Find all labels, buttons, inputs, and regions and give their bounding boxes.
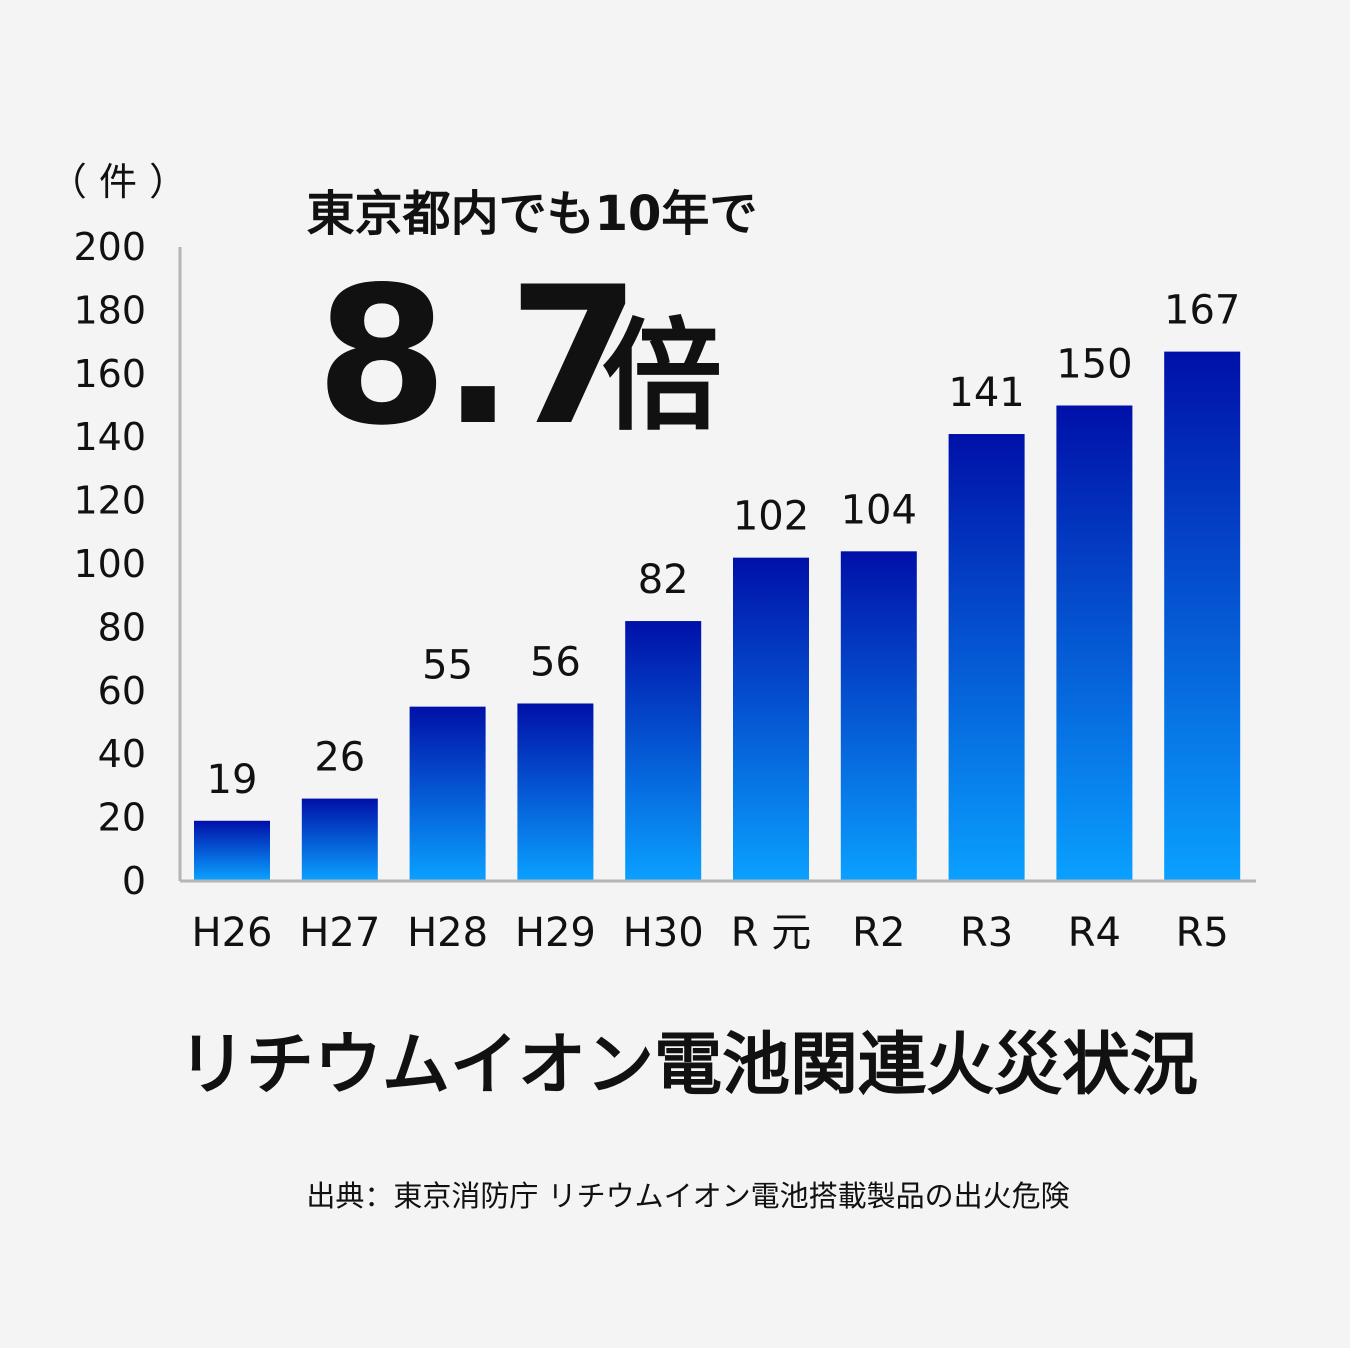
x-category-label: R4 (1068, 910, 1121, 956)
bar-value-label: 150 (1056, 342, 1132, 388)
x-category-label: H29 (515, 910, 596, 956)
y-tick-label: 180 (73, 288, 146, 332)
y-tick-label: 80 (98, 605, 146, 649)
bar (1164, 351, 1241, 880)
headline-number: 8.7 (316, 246, 635, 467)
headline-subtitle: 東京都内でも10年で (307, 186, 758, 242)
x-category-label: R3 (960, 910, 1013, 956)
bar-value-label: 19 (207, 757, 258, 803)
bar (194, 820, 270, 880)
chart-title: リチウムイオン電池関連火災状況 (178, 1026, 1198, 1105)
x-category-label: H26 (192, 910, 273, 956)
y-tick-label: 40 (98, 732, 146, 776)
bar-value-label: 141 (948, 370, 1024, 416)
bar (409, 706, 486, 880)
x-category-label: R 元 (731, 910, 812, 956)
bar (301, 798, 378, 880)
y-tick-label: 200 (73, 225, 146, 269)
bar-value-label: 55 (422, 643, 473, 689)
x-category-label: H27 (299, 910, 380, 956)
bar (948, 434, 1025, 880)
bar-value-label: 56 (530, 639, 581, 685)
bars (194, 351, 1241, 880)
bar (733, 557, 809, 880)
x-category-label: R2 (852, 910, 905, 956)
y-axis-unit-label: （ 件 ） (49, 160, 187, 204)
y-tick-label: 20 (98, 796, 146, 840)
bar (1056, 405, 1133, 880)
bar (625, 621, 702, 880)
bar (840, 551, 917, 880)
bar-value-label: 26 (314, 735, 365, 781)
x-category-label: R5 (1176, 910, 1229, 956)
headline-unit: 倍 (602, 308, 722, 447)
bar-value-label: 104 (841, 487, 917, 533)
x-category-label: H28 (407, 910, 488, 956)
y-tick-label: 160 (73, 352, 146, 396)
value-labels: 19 26 55 56 82 102 104 141 150 167 (207, 288, 1241, 803)
y-tick-label: 140 (73, 415, 146, 459)
y-tick-label: 120 (73, 479, 146, 523)
x-category-label: H30 (623, 910, 704, 956)
x-axis-categories: H26 H27 H28 H29 H30 R 元 R2 R3 R4 R5 (192, 910, 1229, 956)
source-note: 出典：東京消防庁 リチウムイオン電池搭載製品の出火危険 (306, 1179, 1069, 1213)
bar-value-label: 82 (638, 557, 689, 603)
bar-value-label: 102 (733, 494, 809, 540)
bar-value-label: 167 (1164, 288, 1240, 334)
y-tick-label: 60 (98, 669, 146, 713)
bar (517, 703, 594, 880)
y-tick-label: 100 (73, 542, 146, 586)
y-axis-ticks: 0 20 40 60 80 100 120 140 160 180 200 (73, 225, 146, 903)
y-tick-label: 0 (122, 859, 146, 903)
